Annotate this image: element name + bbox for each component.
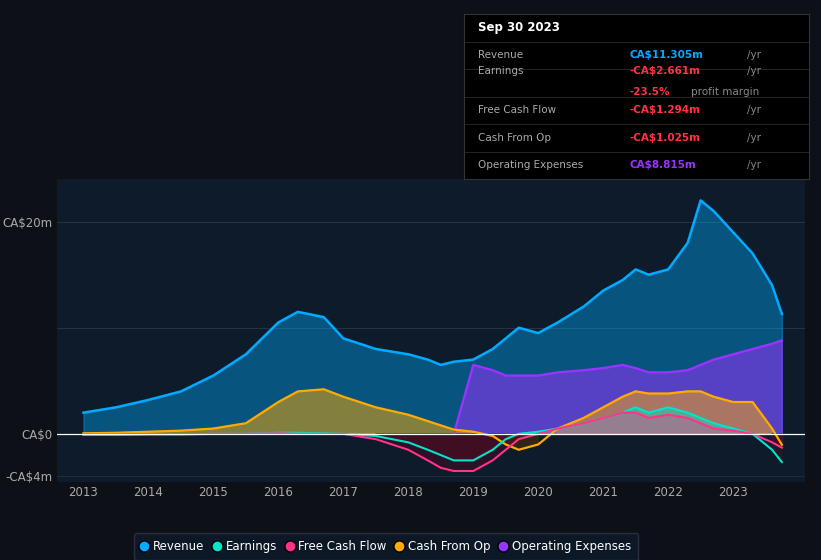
Text: -CA$2.661m: -CA$2.661m <box>630 66 700 76</box>
Text: /yr: /yr <box>746 160 760 170</box>
Legend: Revenue, Earnings, Free Cash Flow, Cash From Op, Operating Expenses: Revenue, Earnings, Free Cash Flow, Cash … <box>135 533 638 560</box>
Text: Earnings: Earnings <box>478 66 523 76</box>
Text: /yr: /yr <box>746 133 760 143</box>
Text: Sep 30 2023: Sep 30 2023 <box>478 21 560 34</box>
Text: -23.5%: -23.5% <box>630 87 670 97</box>
Text: /yr: /yr <box>746 66 760 76</box>
Text: CA$11.305m: CA$11.305m <box>630 50 704 60</box>
Text: /yr: /yr <box>746 50 760 60</box>
Text: Revenue: Revenue <box>478 50 523 60</box>
Text: /yr: /yr <box>746 105 760 115</box>
Text: Operating Expenses: Operating Expenses <box>478 160 583 170</box>
Text: -CA$1.025m: -CA$1.025m <box>630 133 700 143</box>
Text: Free Cash Flow: Free Cash Flow <box>478 105 556 115</box>
Text: -CA$1.294m: -CA$1.294m <box>630 105 700 115</box>
Text: profit margin: profit margin <box>691 87 759 97</box>
Text: CA$8.815m: CA$8.815m <box>630 160 696 170</box>
Text: Cash From Op: Cash From Op <box>478 133 551 143</box>
